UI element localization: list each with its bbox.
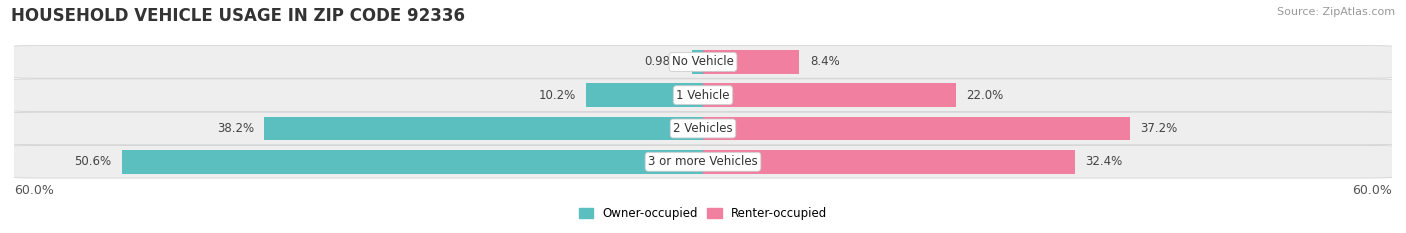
- Bar: [692, 50, 703, 74]
- Text: 22.0%: 22.0%: [966, 89, 1004, 102]
- Text: 60.0%: 60.0%: [14, 184, 53, 197]
- Text: 50.6%: 50.6%: [75, 155, 111, 168]
- Text: 2 Vehicles: 2 Vehicles: [673, 122, 733, 135]
- Text: 32.4%: 32.4%: [1085, 155, 1122, 168]
- Text: 37.2%: 37.2%: [1140, 122, 1178, 135]
- Text: 8.4%: 8.4%: [810, 55, 839, 69]
- FancyBboxPatch shape: [0, 112, 1406, 145]
- Bar: [703, 150, 1076, 174]
- Text: No Vehicle: No Vehicle: [672, 55, 734, 69]
- Text: HOUSEHOLD VEHICLE USAGE IN ZIP CODE 92336: HOUSEHOLD VEHICLE USAGE IN ZIP CODE 9233…: [11, 7, 465, 25]
- Text: 3 or more Vehicles: 3 or more Vehicles: [648, 155, 758, 168]
- Text: 10.2%: 10.2%: [538, 89, 575, 102]
- Text: 38.2%: 38.2%: [217, 122, 254, 135]
- FancyBboxPatch shape: [0, 46, 1406, 78]
- Bar: [264, 116, 703, 140]
- Text: 1 Vehicle: 1 Vehicle: [676, 89, 730, 102]
- Bar: [586, 83, 703, 107]
- Text: Source: ZipAtlas.com: Source: ZipAtlas.com: [1277, 7, 1395, 17]
- Bar: [122, 150, 703, 174]
- Bar: [703, 116, 1130, 140]
- FancyBboxPatch shape: [0, 79, 1406, 112]
- Text: 60.0%: 60.0%: [1353, 184, 1392, 197]
- Text: 0.98%: 0.98%: [644, 55, 682, 69]
- FancyBboxPatch shape: [0, 145, 1406, 178]
- Bar: [703, 83, 956, 107]
- Legend: Owner-occupied, Renter-occupied: Owner-occupied, Renter-occupied: [574, 202, 832, 225]
- Bar: [703, 50, 800, 74]
